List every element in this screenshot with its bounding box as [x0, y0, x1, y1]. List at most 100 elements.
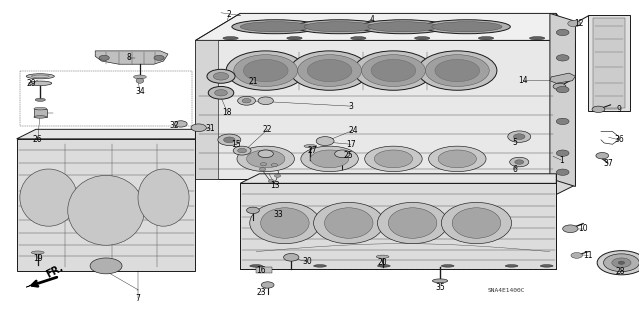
Ellipse shape	[452, 208, 500, 238]
Ellipse shape	[20, 169, 77, 226]
Polygon shape	[550, 73, 575, 83]
Text: 14: 14	[518, 76, 528, 85]
Text: 6: 6	[513, 165, 517, 174]
Circle shape	[556, 150, 569, 156]
Circle shape	[223, 137, 235, 143]
Circle shape	[513, 134, 525, 139]
Circle shape	[316, 137, 334, 145]
Circle shape	[226, 51, 305, 90]
Text: 4: 4	[370, 15, 375, 24]
Circle shape	[563, 225, 578, 233]
Circle shape	[237, 148, 246, 153]
Circle shape	[618, 261, 625, 264]
Circle shape	[261, 282, 274, 288]
Ellipse shape	[237, 146, 294, 172]
Ellipse shape	[301, 146, 358, 172]
Circle shape	[556, 55, 569, 61]
Text: 28: 28	[616, 267, 625, 276]
Polygon shape	[593, 18, 625, 108]
Ellipse shape	[376, 255, 389, 258]
Circle shape	[213, 72, 228, 80]
Text: 24: 24	[348, 126, 358, 135]
Circle shape	[426, 55, 489, 86]
Circle shape	[271, 163, 278, 167]
Circle shape	[234, 55, 298, 86]
Text: 29: 29	[26, 79, 36, 88]
Ellipse shape	[240, 22, 310, 32]
Text: 34: 34	[135, 87, 145, 96]
Text: 12: 12	[574, 19, 584, 28]
Circle shape	[214, 90, 227, 96]
Text: 21: 21	[248, 77, 258, 86]
Text: 16: 16	[257, 265, 266, 275]
Ellipse shape	[26, 74, 54, 79]
Circle shape	[568, 20, 580, 27]
Circle shape	[362, 55, 426, 86]
Text: 27: 27	[308, 146, 317, 155]
Text: 1: 1	[559, 156, 564, 165]
Circle shape	[298, 55, 362, 86]
Circle shape	[571, 253, 582, 258]
Ellipse shape	[250, 265, 262, 267]
Ellipse shape	[304, 22, 374, 32]
Ellipse shape	[314, 265, 326, 267]
Text: 9: 9	[616, 105, 621, 114]
Text: 32: 32	[170, 121, 179, 130]
Ellipse shape	[378, 202, 448, 244]
Circle shape	[596, 152, 609, 159]
Ellipse shape	[296, 20, 383, 34]
Ellipse shape	[246, 150, 285, 168]
Ellipse shape	[505, 265, 518, 267]
Text: 11: 11	[584, 251, 593, 260]
Ellipse shape	[433, 279, 448, 283]
Text: 20: 20	[378, 258, 387, 267]
Circle shape	[515, 160, 524, 164]
Polygon shape	[240, 183, 556, 269]
Ellipse shape	[442, 265, 454, 267]
Bar	[34, 109, 47, 117]
Ellipse shape	[34, 116, 47, 118]
Circle shape	[242, 99, 251, 103]
Circle shape	[556, 118, 569, 124]
Ellipse shape	[378, 265, 390, 267]
Circle shape	[268, 180, 275, 183]
Ellipse shape	[351, 37, 366, 40]
Circle shape	[99, 55, 109, 60]
Ellipse shape	[388, 208, 437, 238]
Text: 33: 33	[274, 210, 284, 219]
Circle shape	[208, 86, 234, 99]
Ellipse shape	[31, 251, 44, 254]
Text: 36: 36	[614, 135, 624, 144]
Ellipse shape	[429, 146, 486, 172]
Polygon shape	[556, 13, 575, 195]
Circle shape	[371, 59, 416, 82]
Circle shape	[354, 51, 433, 90]
Circle shape	[435, 59, 479, 82]
Polygon shape	[17, 129, 195, 139]
Ellipse shape	[478, 37, 493, 40]
Text: SNA4E1400C: SNA4E1400C	[487, 288, 525, 293]
Polygon shape	[588, 15, 630, 111]
Ellipse shape	[314, 202, 384, 244]
Ellipse shape	[134, 75, 147, 79]
Ellipse shape	[260, 208, 309, 238]
Circle shape	[233, 146, 251, 155]
Circle shape	[418, 51, 497, 90]
Ellipse shape	[424, 20, 510, 34]
Circle shape	[604, 254, 639, 271]
Text: 2: 2	[227, 11, 232, 19]
Ellipse shape	[368, 22, 438, 32]
Circle shape	[290, 51, 369, 90]
Circle shape	[90, 258, 122, 274]
Text: 15: 15	[231, 140, 241, 149]
Circle shape	[174, 121, 187, 127]
Circle shape	[258, 150, 273, 158]
Ellipse shape	[438, 150, 476, 168]
Ellipse shape	[360, 20, 447, 34]
Ellipse shape	[310, 150, 349, 168]
Ellipse shape	[304, 145, 317, 148]
Circle shape	[556, 169, 569, 175]
Ellipse shape	[415, 37, 430, 40]
Circle shape	[246, 207, 259, 213]
Text: 17: 17	[346, 140, 355, 149]
